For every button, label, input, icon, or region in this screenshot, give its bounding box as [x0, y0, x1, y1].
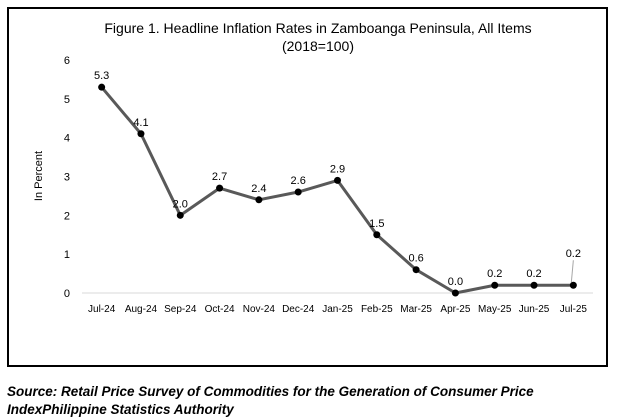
data-label: 0.2 — [566, 248, 581, 260]
data-label: 4.1 — [133, 117, 148, 129]
data-label: 2.7 — [212, 171, 227, 183]
x-tick-label: Apr-25 — [440, 304, 470, 315]
data-point — [216, 184, 224, 192]
data-point — [451, 289, 459, 297]
x-tick-label: Sep-24 — [164, 304, 197, 315]
x-tick-label: Dec-24 — [282, 304, 315, 315]
y-tick-label: 5 — [64, 94, 70, 106]
source-line-1: Source: Retail Price Survey of Commoditi… — [7, 384, 534, 399]
data-point — [294, 188, 302, 196]
x-tick-label: May-25 — [478, 304, 512, 315]
data-point — [98, 83, 106, 91]
data-label: 0.2 — [526, 268, 541, 280]
chart-frame — [7, 7, 608, 367]
data-point — [137, 130, 145, 138]
x-tick-label: Oct-24 — [205, 304, 235, 315]
source-line-2: IndexPhilippine Statistics Authority — [7, 402, 234, 417]
x-tick-label: Jan-25 — [322, 304, 353, 315]
y-tick-label: 3 — [64, 172, 70, 184]
data-point — [334, 176, 341, 184]
data-label: 2.0 — [173, 198, 188, 210]
y-tick-label: 6 — [64, 55, 70, 67]
data-label: 5.3 — [94, 70, 109, 82]
x-tick-label: Mar-25 — [400, 304, 432, 315]
y-tick-label: 0 — [64, 288, 70, 300]
x-tick-label: Jul-25 — [560, 304, 588, 315]
data-point — [530, 281, 538, 289]
x-tick-label: Feb-25 — [361, 304, 393, 315]
data-point — [491, 281, 499, 289]
chart-title: Figure 1. Headline Inflation Rates in Za… — [104, 20, 531, 36]
y-axis-label: In Percent — [33, 151, 45, 201]
line-chart: Figure 1. Headline Inflation Rates in Za… — [33, 20, 593, 315]
data-label: 1.5 — [369, 218, 384, 230]
data-label: 0.0 — [448, 276, 463, 288]
data-label-leader — [570, 260, 574, 283]
data-label: 2.6 — [291, 175, 306, 187]
data-label: 0.6 — [408, 253, 423, 265]
y-tick-label: 1 — [64, 249, 70, 261]
data-point — [373, 231, 381, 239]
x-tick-label: Jul-24 — [88, 304, 116, 315]
data-label: 2.9 — [330, 163, 345, 175]
data-point — [255, 196, 263, 204]
y-tick-label: 2 — [64, 210, 70, 222]
data-label: 0.2 — [487, 268, 502, 280]
source-note: Source: Retail Price Survey of Commoditi… — [7, 383, 617, 419]
data-point — [412, 266, 420, 274]
data-point — [569, 281, 577, 289]
series-line — [100, 85, 575, 295]
y-tick-label: 4 — [64, 133, 70, 145]
data-point — [176, 211, 184, 219]
x-tick-label: Jun-25 — [519, 304, 550, 315]
x-tick-label: Nov-24 — [243, 304, 276, 315]
chart-subtitle: (2018=100) — [282, 38, 354, 54]
x-tick-label: Aug-24 — [125, 304, 158, 315]
data-label: 2.4 — [251, 183, 266, 195]
